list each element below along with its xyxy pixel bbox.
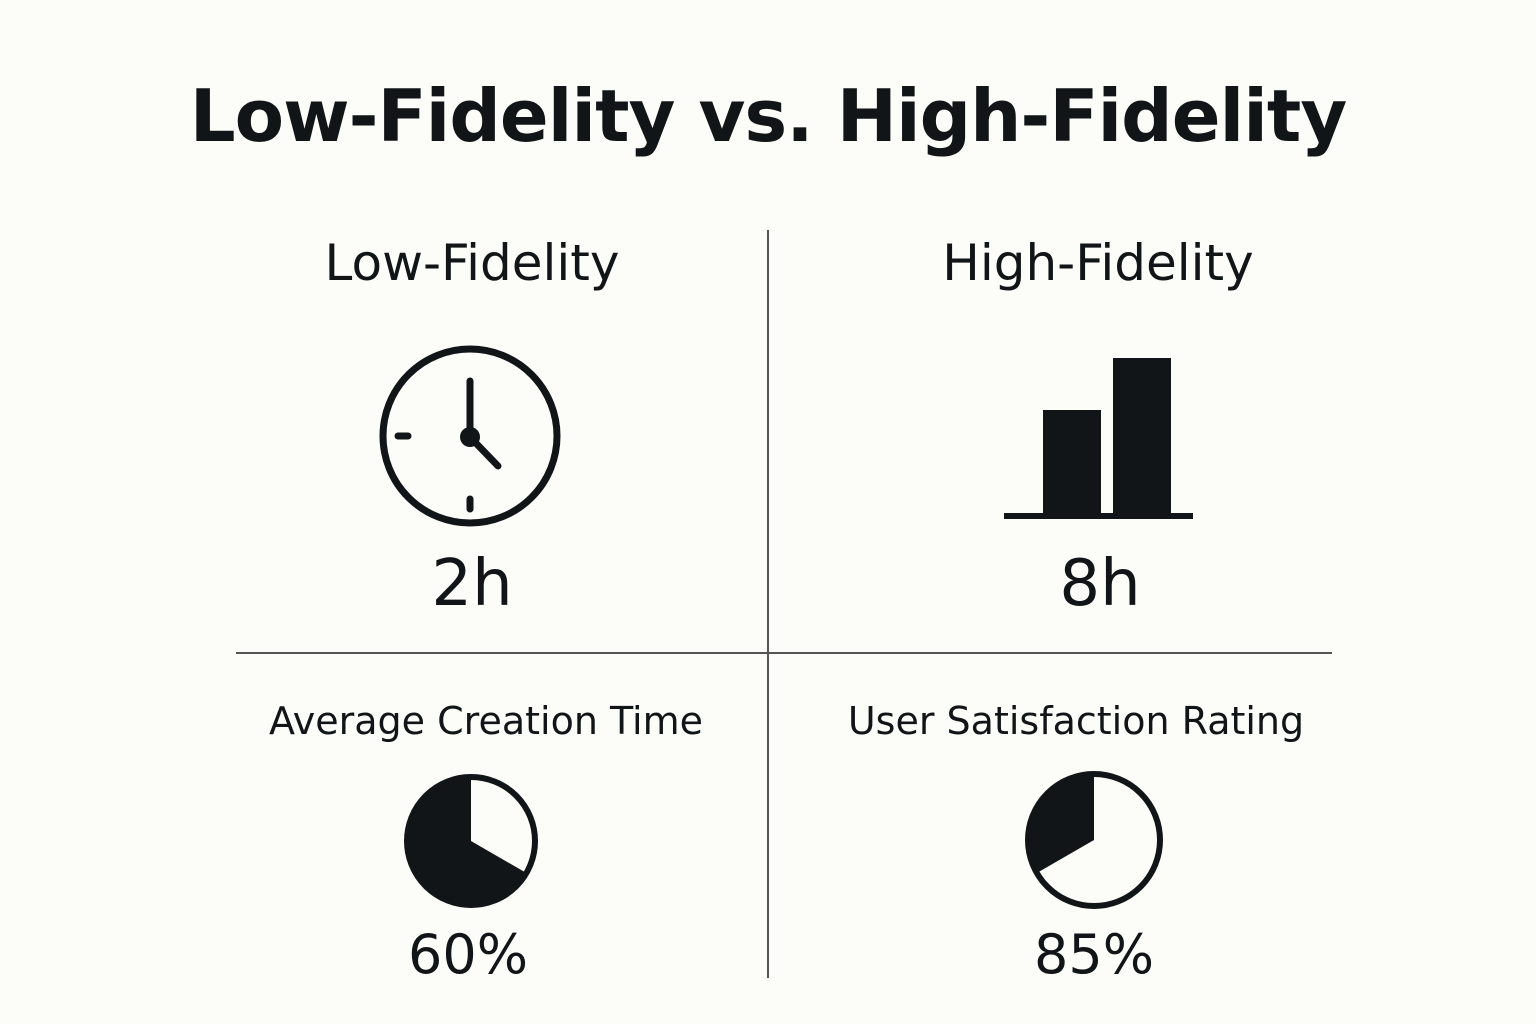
horizontal-divider [236, 652, 1332, 654]
pie-slice [1028, 774, 1094, 873]
low-fidelity-time: 2h [431, 547, 513, 621]
low-fidelity-heading: Low-Fidelity [324, 234, 620, 292]
low-fidelity-percent: 60% [407, 923, 529, 986]
pie-outline [404, 774, 538, 908]
pie-chart-icon [404, 774, 538, 908]
pie-slice [407, 777, 527, 905]
average-creation-time-label: Average Creation Time [269, 699, 703, 743]
high-fidelity-heading: High-Fidelity [942, 234, 1254, 292]
clock-icon [379, 345, 561, 527]
high-fidelity-time: 8h [1059, 547, 1141, 621]
vertical-divider [767, 230, 769, 978]
bar-chart-icon [1004, 358, 1193, 519]
user-satisfaction-rating-label: User Satisfaction Rating [847, 699, 1305, 743]
page-title: Low-Fidelity vs. High-Fidelity [189, 74, 1348, 158]
pie-outline [1025, 771, 1163, 909]
high-fidelity-percent: 85% [1033, 923, 1155, 986]
pie-chart-icon [1025, 771, 1163, 909]
